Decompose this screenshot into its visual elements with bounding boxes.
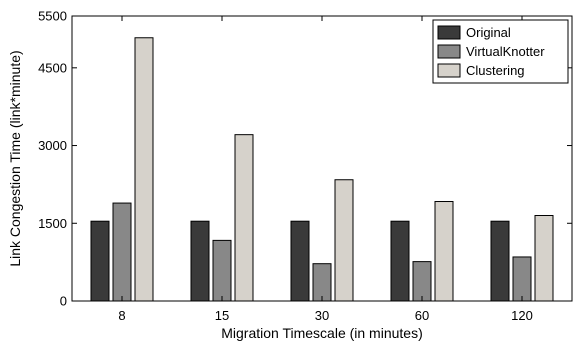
bar-virtualknotter-15 — [212, 239, 232, 302]
x-tick-label: 120 — [511, 308, 533, 323]
bar-original-15 — [190, 220, 210, 302]
legend-label-clustering: Clustering — [466, 63, 525, 78]
y-tick-label: 1500 — [38, 216, 67, 231]
legend: Original VirtualKnotter Clustering — [432, 19, 569, 84]
legend-swatch-clustering — [437, 63, 461, 78]
bar-virtualknotter-60 — [412, 261, 432, 302]
y-tick-label: 4500 — [38, 60, 67, 75]
y-axis-title: Link Congestion Time (link*minute) — [7, 50, 23, 266]
bar-virtualknotter-8 — [112, 202, 132, 302]
bar-original-30 — [290, 220, 310, 302]
x-tick-label: 8 — [118, 308, 125, 323]
bar-original-8 — [90, 220, 110, 302]
legend-label-original: Original — [466, 25, 511, 40]
x-axis-title: Migration Timescale (in minutes) — [221, 325, 423, 341]
axis-layer: 8 15 30 60 120 0 1500 3000 4500 5500 — [38, 9, 572, 323]
bar-virtualknotter-30 — [312, 263, 332, 302]
legend-swatch-original — [437, 25, 461, 40]
bar-clustering-30 — [334, 179, 354, 302]
bar-clustering-60 — [434, 201, 454, 302]
bar-clustering-8 — [134, 37, 154, 302]
legend-label-virtualknotter: VirtualKnotter — [466, 44, 545, 59]
x-tick-label: 15 — [215, 308, 229, 323]
legend-swatch-virtualknotter — [437, 44, 461, 59]
bar-clustering-15 — [234, 134, 254, 302]
y-tick-label: 5500 — [38, 9, 67, 24]
bar-virtualknotter-120 — [512, 256, 532, 302]
bar-original-120 — [490, 220, 510, 302]
bar-original-60 — [390, 220, 410, 302]
x-tick-label: 60 — [415, 308, 429, 323]
bar-clustering-120 — [534, 215, 554, 302]
x-tick-label: 30 — [315, 308, 329, 323]
bars-layer — [90, 37, 554, 302]
y-tick-label: 3000 — [38, 138, 67, 153]
y-tick-label: 0 — [60, 294, 67, 309]
